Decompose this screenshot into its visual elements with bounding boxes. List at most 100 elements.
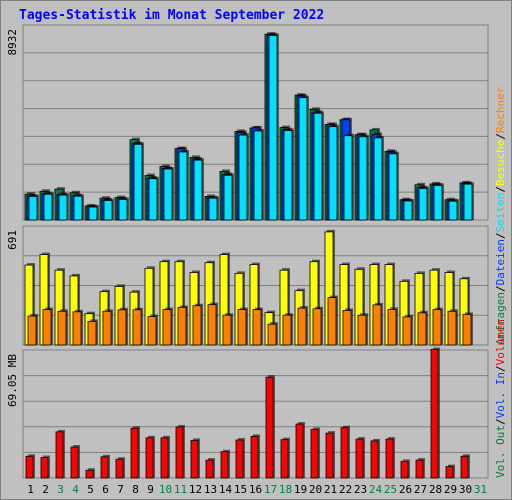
bar-volumen-day-8 — [130, 427, 139, 479]
bar-rechner-day-27 — [417, 312, 427, 346]
bar-seiten-day-16 — [253, 130, 263, 221]
legend-item-besuche: Besuche — [494, 140, 507, 186]
bar-volumen-day-12 — [190, 439, 199, 479]
legend-item-dateien: Dateien — [494, 239, 507, 285]
bar-seiten-day-4 — [73, 195, 83, 221]
x-tick-label: 28 — [429, 483, 442, 496]
bar-volumen-day-16 — [250, 435, 259, 479]
x-tick-label: 22 — [339, 483, 352, 496]
x-tick-label: 20 — [309, 483, 322, 496]
x-tick-label: 14 — [219, 483, 233, 496]
y-max-label-volume: 69.05 MB — [6, 354, 19, 407]
bar-volumen-day-4 — [70, 446, 79, 479]
bar-rechner-day-12 — [192, 305, 202, 346]
bar-rechner-day-8 — [132, 309, 142, 346]
bar-volumen-day-21 — [325, 432, 334, 479]
legend-separator: / — [494, 285, 507, 292]
bar-seiten-day-6 — [103, 200, 113, 221]
bar-volumen-day-20 — [310, 429, 319, 479]
x-tick-label: 19 — [294, 483, 307, 496]
bar-rechner-day-2 — [42, 309, 52, 346]
bar-rechner-day-5 — [87, 321, 97, 346]
chart-title: Tages-Statistik im Monat September 2022 — [19, 8, 325, 23]
legend-item-vol-in: Vol. In — [494, 372, 507, 418]
legend-separator: / — [494, 186, 507, 193]
legend-separator: / — [494, 365, 507, 372]
bar-rechner-day-23 — [357, 314, 367, 346]
bar-seiten-day-24 — [373, 137, 383, 221]
bar-seiten-day-12 — [193, 159, 203, 221]
bar-volumen-day-2 — [40, 457, 49, 479]
x-tick-label: 4 — [72, 483, 79, 496]
bar-volumen-day-17 — [265, 376, 274, 479]
legend-bottom: Vol. Out/Vol. In/Volumen — [494, 319, 507, 478]
bar-volumen-day-1 — [25, 455, 34, 479]
bar-seiten-day-14 — [223, 174, 233, 221]
bar-volumen-day-13 — [205, 459, 214, 479]
x-tick-label: 24 — [369, 483, 383, 496]
bar-seiten-day-8 — [133, 143, 143, 221]
x-tick-label: 25 — [384, 483, 397, 496]
x-tick-label: 31 — [474, 483, 487, 496]
legend-separator: / — [494, 232, 507, 239]
legend-item-rechner: Rechner — [494, 86, 507, 133]
bar-seiten-day-9 — [148, 178, 158, 221]
bar-seiten-day-17 — [268, 35, 278, 221]
x-tick-label: 30 — [459, 483, 472, 496]
x-tick-label: 16 — [249, 483, 262, 496]
bar-seiten-day-30 — [463, 183, 473, 221]
bar-volumen-day-9 — [145, 437, 154, 479]
y-max-label-hits: 8932 — [6, 29, 19, 56]
bar-volumen-day-3 — [55, 431, 64, 479]
bar-rechner-day-14 — [222, 314, 232, 346]
bar-seiten-day-29 — [448, 200, 458, 221]
bar-seiten-day-11 — [178, 151, 188, 221]
bar-rechner-day-15 — [237, 309, 247, 346]
x-tick-label: 15 — [234, 483, 247, 496]
x-tick-label: 12 — [189, 483, 202, 496]
bar-volumen-day-29 — [445, 466, 454, 479]
x-tick-label: 6 — [102, 483, 109, 496]
x-tick-label: 11 — [174, 483, 187, 496]
bar-rechner-day-29 — [447, 310, 457, 346]
x-tick-label: 29 — [444, 483, 457, 496]
bar-volumen-day-30 — [460, 455, 469, 479]
bar-rechner-day-30 — [462, 313, 472, 346]
bar-volumen-day-10 — [160, 437, 169, 479]
bar-seiten-day-22 — [343, 135, 353, 221]
bar-seiten-day-28 — [433, 185, 443, 221]
x-tick-label: 23 — [354, 483, 367, 496]
bar-volumen-day-23 — [355, 438, 364, 479]
bar-rechner-day-7 — [117, 309, 127, 346]
bar-volumen-day-6 — [100, 456, 109, 479]
bar-rechner-day-25 — [387, 309, 397, 346]
x-tick-label: 9 — [147, 483, 154, 496]
x-tick-label: 13 — [204, 483, 217, 496]
bar-seiten-day-15 — [238, 134, 248, 221]
bar-volumen-day-26 — [400, 460, 409, 479]
bar-rechner-day-28 — [432, 309, 442, 346]
bar-volumen-day-18 — [280, 439, 289, 479]
bar-rechner-day-18 — [282, 314, 292, 346]
bar-seiten-day-18 — [283, 130, 293, 221]
x-tick-label: 5 — [87, 483, 94, 496]
x-tick-label: 3 — [57, 483, 64, 496]
bar-rechner-day-9 — [147, 316, 157, 346]
bar-volumen-day-14 — [220, 451, 229, 479]
bar-volumen-day-15 — [235, 439, 244, 479]
bar-volumen-day-27 — [415, 459, 424, 479]
bar-volumen-day-25 — [385, 438, 394, 479]
x-tick-label: 27 — [414, 483, 427, 496]
bar-seiten-day-21 — [328, 126, 338, 221]
bar-rechner-day-24 — [372, 304, 382, 346]
legend-top: Anfragen/Dateien/Seiten/Besuche/Rechner — [494, 86, 507, 345]
bar-seiten-day-1 — [28, 196, 38, 221]
bar-volumen-day-5 — [85, 469, 94, 479]
bar-rechner-day-4 — [72, 311, 82, 346]
bar-rechner-day-26 — [402, 316, 412, 346]
bar-volumen-day-24 — [370, 440, 379, 479]
bar-seiten-day-2 — [43, 193, 53, 221]
bar-seiten-day-5 — [88, 206, 98, 221]
bar-rechner-day-17 — [267, 323, 277, 346]
